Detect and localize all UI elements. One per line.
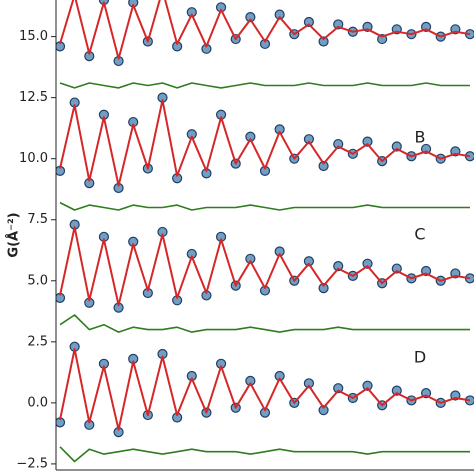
observed-point xyxy=(362,136,373,147)
observed-point xyxy=(303,378,315,389)
y-tick-label: 15.0 xyxy=(19,29,48,44)
curve xyxy=(59,201,470,211)
observed-point xyxy=(303,16,315,28)
panel-label: C xyxy=(414,225,425,244)
plot-area xyxy=(56,0,474,463)
observed-point xyxy=(259,38,271,50)
observed-point xyxy=(391,141,402,152)
panel-label: B xyxy=(415,128,426,147)
y-tick-label: 0.0 xyxy=(27,395,48,410)
observed-point xyxy=(245,11,256,23)
y-axis-label: G(Å⁻²) xyxy=(6,212,22,257)
observed-point xyxy=(318,405,329,416)
observed-point xyxy=(303,256,315,267)
y-tick-label: 12.5 xyxy=(19,90,48,105)
y-tick-label: 2.5 xyxy=(27,334,48,349)
curve xyxy=(59,314,470,333)
observed-point xyxy=(391,385,402,396)
observed-point xyxy=(245,253,256,264)
observed-point xyxy=(318,283,329,294)
y-tick-label: 5.0 xyxy=(27,273,48,288)
observed-point xyxy=(245,375,256,386)
observed-point xyxy=(362,258,373,269)
observed-point xyxy=(318,36,329,47)
y-tick-label: 7.5 xyxy=(27,212,48,227)
observed-point xyxy=(318,160,329,172)
observed-point xyxy=(333,261,344,272)
observed-point xyxy=(391,263,402,274)
y-tick-label: 10.0 xyxy=(19,151,48,166)
observed-point xyxy=(303,134,315,145)
curve xyxy=(59,99,471,187)
curve xyxy=(59,348,471,431)
panel-label: D xyxy=(414,348,426,367)
curve xyxy=(59,446,470,463)
y-tick-label: −2.5 xyxy=(16,456,48,471)
curve xyxy=(59,0,471,60)
observed-point xyxy=(274,9,285,20)
observed-point xyxy=(333,383,344,394)
observed-point xyxy=(333,138,344,150)
curve xyxy=(59,226,471,307)
observed-point xyxy=(362,380,373,391)
curve xyxy=(59,82,470,89)
